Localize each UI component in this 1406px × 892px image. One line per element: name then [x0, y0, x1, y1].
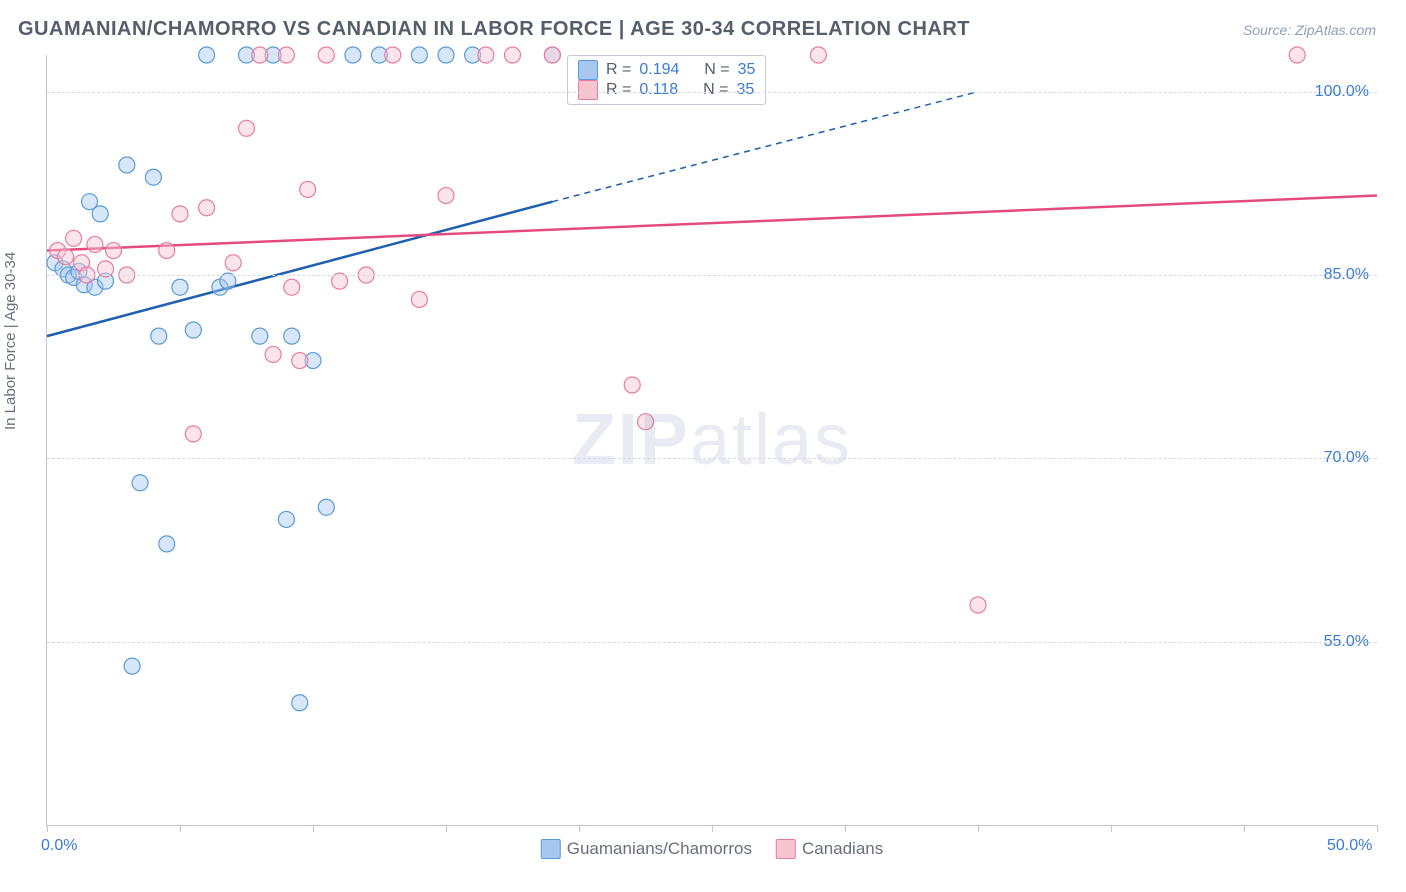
xtick [1244, 825, 1245, 832]
y-axis-label: In Labor Force | Age 30-34 [2, 252, 19, 430]
legend-series-item: Canadians [776, 839, 883, 859]
legend-stat-row: R = 0.118 N = 35 [578, 80, 755, 100]
ytick-label: 100.0% [1315, 83, 1369, 101]
chart-plot-area: ZIPatlas R = 0.194 N = 35 R = 0.118 N = … [46, 55, 1377, 826]
grid-line [47, 92, 1377, 93]
legend-stat-row: R = 0.194 N = 35 [578, 60, 755, 80]
legend-series-item: Guamanians/Chamorros [541, 839, 752, 859]
grid-line [47, 458, 1377, 459]
xtick [1377, 825, 1378, 832]
xtick [446, 825, 447, 832]
scatter-svg [47, 55, 1377, 825]
xtick [845, 825, 846, 832]
xtick-label: 50.0% [1327, 837, 1372, 855]
ytick-label: 55.0% [1324, 633, 1369, 651]
ytick-label: 85.0% [1324, 266, 1369, 284]
xtick [47, 825, 48, 832]
legend-stats-box: R = 0.194 N = 35 R = 0.118 N = 35 [567, 55, 766, 105]
xtick [1111, 825, 1112, 832]
xtick-label: 0.0% [41, 837, 77, 855]
grid-line [47, 642, 1377, 643]
grid-line [47, 275, 1377, 276]
xtick [712, 825, 713, 832]
xtick [180, 825, 181, 832]
xtick [579, 825, 580, 832]
source-label: Source: ZipAtlas.com [1243, 22, 1376, 38]
chart-title: GUAMANIAN/CHAMORRO VS CANADIAN IN LABOR … [18, 18, 970, 41]
xtick [978, 825, 979, 832]
xtick [313, 825, 314, 832]
legend-series: Guamanians/Chamorros Canadians [541, 839, 883, 859]
ytick-label: 70.0% [1324, 449, 1369, 467]
